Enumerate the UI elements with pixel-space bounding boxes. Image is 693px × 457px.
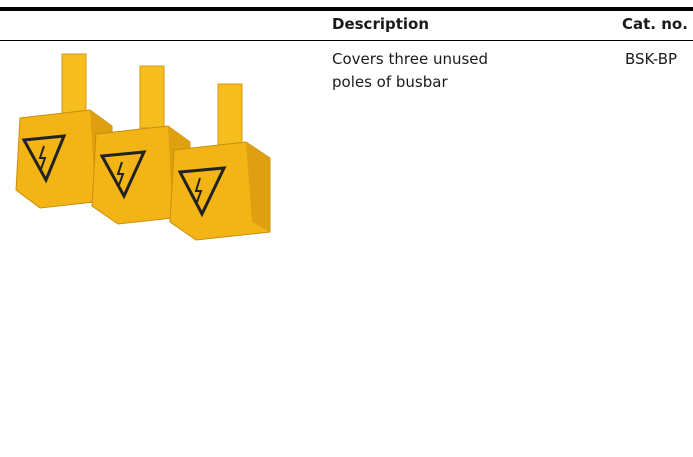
top-rule bbox=[0, 7, 693, 11]
header-description: Description bbox=[332, 15, 430, 33]
header-cat-no: Cat. no. bbox=[622, 15, 688, 33]
description-cell: Covers three unused poles of busbar bbox=[332, 50, 489, 91]
cat-no-cell: BSK-BP bbox=[625, 50, 678, 68]
cover-3 bbox=[169, 83, 271, 241]
product-image bbox=[15, 53, 271, 241]
header-rule bbox=[0, 40, 693, 41]
